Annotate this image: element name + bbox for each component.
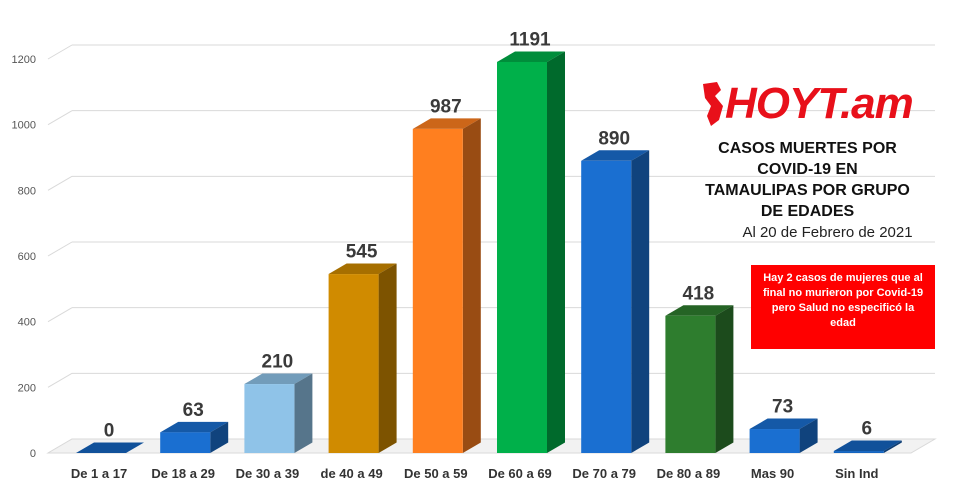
data-label: 63 [183,400,204,421]
gridline-side [47,372,73,388]
bar-top [497,51,565,62]
x-tick-label: Sin Ind [835,466,878,481]
bar-top [244,373,313,385]
chart-title-block: CASOS MUERTES POR COVID-19 EN TAMAULIPAS… [690,138,925,241]
bars [76,51,902,454]
bar-top [665,305,734,316]
bar-top [76,442,144,453]
bar [833,451,884,453]
bar-side [631,150,650,454]
gridline-side [47,175,73,191]
bar-top [412,118,481,129]
x-tick-label: De 30 a 39 [236,466,300,481]
data-label: 6 [862,419,873,440]
x-tick-label: De 1 a 17 [71,466,127,481]
chart-title-line: DE EDADES [760,203,855,220]
bar [160,432,211,453]
bar-side [715,305,734,453]
bar [581,160,632,454]
tamaulipas-map-icon [703,82,723,126]
bar-side [883,440,902,453]
x-tick-label: de 40 a 49 [321,466,383,481]
bar-side [462,118,481,453]
bar [665,315,716,453]
bar [749,429,800,453]
bar-top [581,150,650,161]
gridline-side [47,241,73,257]
gridline-side [47,307,73,323]
data-label: 73 [772,397,793,418]
y-axis-ticks: 0 200 400 600 800 1000 1200 [12,54,36,460]
data-label: 0 [104,421,115,442]
bar-side [799,418,818,453]
data-label: 1191 [509,29,551,50]
bar-side [210,421,229,453]
y-tick-label: 600 [18,251,36,263]
chart-title-line: TAMAULIPAS POR GRUPO [705,182,910,199]
x-tick-label: De 50 a 59 [404,466,468,481]
bar [244,384,295,453]
bar-top [328,263,397,275]
bar-side [294,373,313,453]
bar-top [833,440,902,452]
y-tick-label: 1200 [12,54,36,66]
bar [497,61,547,454]
note-box: Hay 2 casos de mujeres que al final no m… [751,265,935,349]
logo-text: HOYT.am [725,79,914,128]
x-tick-label: De 80 a 89 [657,466,721,481]
bar [328,274,379,453]
data-label: 418 [683,283,715,304]
x-tick-label: De 70 a 79 [572,466,636,481]
chart-subtitle: Al 20 de Febrero de 2021 [742,224,913,241]
bar-top [160,421,229,433]
y-tick-label: 800 [18,185,36,197]
y-tick-label: 0 [30,448,36,460]
x-tick-label: De 18 a 29 [151,466,215,481]
data-label: 545 [346,242,378,263]
bar-side [547,51,565,453]
y-tick-label: 1000 [12,120,36,132]
bar-side [378,263,397,453]
category-labels: De 1 a 17 De 18 a 29 De 30 a 39 de 40 a 49 D… [71,466,879,481]
chart-title-line: COVID-19 EN [757,161,858,178]
x-tick-label: De 60 a 69 [488,466,552,481]
data-label: 987 [430,96,462,117]
data-label: 210 [262,352,294,373]
y-tick-label: 400 [18,317,36,329]
x-tick-label: Mas 90 [751,466,794,481]
gridline-side [47,44,73,60]
chart-title-line: CASOS MUERTES POR [718,140,897,157]
gridline-side [47,110,73,126]
bar [412,128,463,453]
data-label: 890 [598,128,630,149]
data-labels: 0 63 210 545 987 1191 890 418 73 6 [104,29,872,441]
hoyt-logo: HOYT.am [697,76,927,132]
y-tick-label: 200 [18,382,36,394]
bar-top [749,418,818,430]
